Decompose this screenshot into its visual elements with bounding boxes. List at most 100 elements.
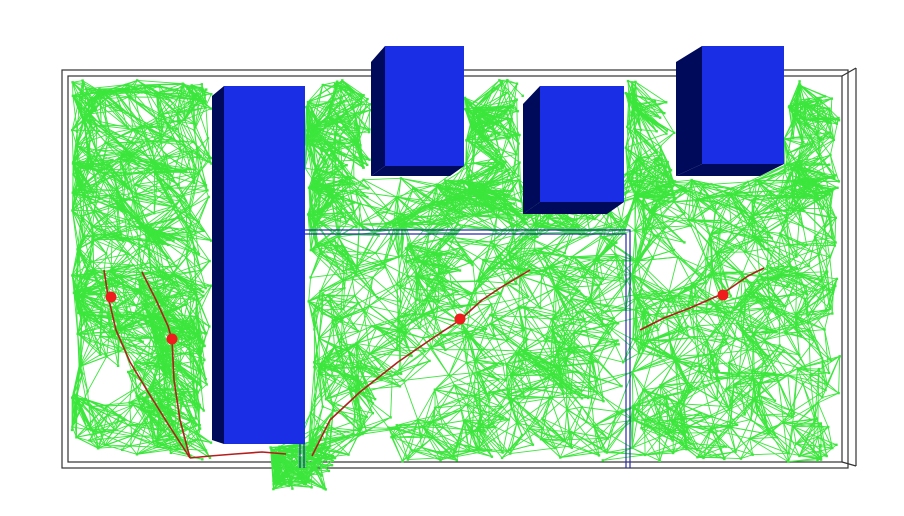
roadmap-edge (99, 322, 119, 352)
roadmap-edge (94, 210, 139, 224)
roadmap-edge (92, 185, 98, 227)
roadmap-edge (71, 129, 78, 146)
roadmap-edge (156, 83, 183, 94)
roadmap-edge (198, 172, 210, 198)
roadmap-edge (148, 413, 172, 454)
roadmap-edge (132, 118, 165, 130)
roadmap-edge (77, 397, 86, 400)
roadmap-edge (92, 226, 129, 255)
roadmap-edge (77, 333, 111, 338)
roadmap-edge (142, 84, 178, 114)
roadmap-edge (82, 172, 107, 196)
roadmap-edge (197, 404, 201, 440)
roadmap-edge (96, 94, 111, 134)
roadmap-edge (133, 88, 142, 127)
roadmap-edge (100, 124, 135, 144)
roadmap-edge (153, 151, 193, 173)
roadmap-edge (176, 83, 184, 114)
roadmap-edge (79, 321, 82, 367)
roadmap-edge (193, 94, 212, 131)
roadmap-edge (111, 233, 142, 269)
roadmap-edge (104, 415, 121, 432)
roadmap-edge (176, 99, 196, 114)
roadmap-edge (164, 164, 170, 189)
roadmap-edge (87, 142, 107, 172)
roadmap-edge (136, 435, 176, 455)
roadmap-edge (88, 96, 129, 115)
roadmap-edge (115, 190, 122, 235)
roadmap-edge (89, 88, 100, 101)
roadmap-edge (90, 124, 134, 130)
roadmap-edge (173, 273, 204, 297)
roadmap-edge (154, 200, 187, 235)
roadmap-edge (166, 364, 181, 409)
roadmap-edge (170, 187, 208, 191)
roadmap-edge (77, 314, 89, 335)
roadmap-edge (76, 429, 116, 438)
roadmap-edge (156, 92, 198, 95)
roadmap-edge (198, 196, 210, 223)
roadmap-edge (105, 424, 129, 446)
roadmap-edge (167, 96, 212, 110)
roadmap-edge (79, 336, 111, 367)
roadmap-edge (89, 253, 129, 263)
roadmap-edge (178, 172, 200, 197)
roadmap-edge (106, 356, 119, 367)
roadmap-edge (92, 233, 129, 255)
roadmap-edge (169, 239, 210, 262)
roadmap-edge (77, 210, 95, 250)
roadmap-edge (105, 88, 134, 100)
roadmap-edge (116, 172, 143, 191)
roadmap-edge (132, 129, 152, 164)
roadmap-edge (196, 149, 208, 191)
roadmap-edge (192, 353, 201, 390)
roadmap-edge (147, 118, 165, 129)
roadmap-graph (70, 79, 841, 491)
roadmap-edge (122, 204, 135, 245)
roadmap-edge (72, 185, 98, 194)
roadmap-edge (76, 145, 97, 151)
roadmap-edge (83, 196, 106, 235)
roadmap-edge (156, 430, 162, 440)
roadmap-edge (139, 239, 170, 249)
roadmap-edge (79, 351, 119, 368)
roadmap-edge (90, 124, 97, 151)
roadmap-edge (72, 210, 106, 235)
roadmap-edge (143, 83, 183, 86)
roadmap-edge (105, 128, 134, 144)
roadmap-edge (87, 145, 98, 186)
roadmap-edge (176, 113, 185, 146)
roadmap-edge (144, 200, 180, 227)
roadmap-edge (137, 79, 183, 85)
roadmap-edge (77, 333, 107, 357)
roadmap-edge (79, 88, 100, 98)
roadmap-edge (109, 270, 135, 290)
roadmap-edge (176, 113, 182, 151)
roadmap-edge (90, 406, 95, 419)
roadmap-edge (79, 336, 101, 367)
roadmap-edge (128, 253, 166, 279)
roadmap-edge (114, 90, 142, 127)
roadmap-edge (89, 405, 108, 441)
roadmap-edge (130, 440, 154, 447)
roadmap-edge (183, 391, 205, 411)
roadmap-edge (122, 328, 159, 355)
roadmap-edge (183, 84, 186, 120)
roadmap-edge (72, 95, 78, 132)
roadmap-edge (127, 371, 138, 397)
roadmap-edge (148, 413, 177, 437)
roadmap-edge (189, 285, 212, 316)
roadmap-edge (93, 173, 107, 211)
roadmap-edge (89, 424, 129, 441)
roadmap-edge (136, 447, 169, 455)
roadmap-edge (126, 139, 161, 155)
roadmap-edge (141, 172, 173, 204)
roadmap-edge (132, 139, 161, 161)
roadmap-edge (79, 366, 87, 400)
roadmap-edge (129, 390, 149, 403)
roadmap-edge (87, 144, 107, 174)
roadmap-edge (174, 269, 201, 277)
roadmap-edge (170, 452, 203, 460)
roadmap-edge (159, 139, 166, 165)
roadmap-edge (136, 413, 150, 455)
